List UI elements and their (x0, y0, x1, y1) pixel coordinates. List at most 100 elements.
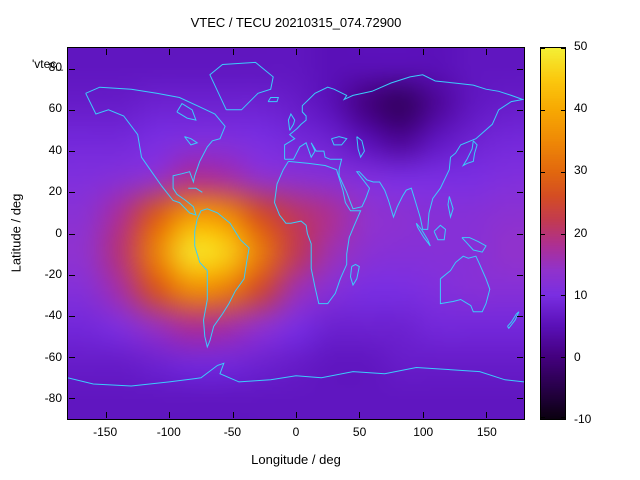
series-key-label: 'vtec_ (32, 57, 63, 71)
tick-mark (69, 398, 75, 400)
colorbar-tick-label: 10 (574, 287, 588, 302)
y-tick-label: 0 (55, 225, 62, 240)
tick-mark (422, 412, 424, 418)
coastline (184, 136, 199, 146)
tick-mark (561, 295, 565, 297)
tick-mark (517, 315, 523, 317)
coastline (267, 97, 279, 103)
tick-mark (517, 68, 523, 70)
coastline (194, 208, 250, 349)
coastline (461, 237, 487, 253)
tick-mark (517, 274, 523, 276)
tick-mark (296, 49, 297, 55)
x-tick-label: 0 (292, 425, 300, 439)
y-tick-label: 80 (48, 59, 62, 74)
plot-area (67, 47, 525, 420)
chart-title: VTEC / TECU 20210315_074.72900 (190, 15, 402, 30)
tick-mark (69, 233, 75, 235)
colorbar-tick-label: 50 (574, 39, 588, 53)
coastline (287, 112, 296, 131)
tick-mark (69, 151, 75, 153)
coastline (68, 362, 524, 387)
x-tick-label: -50 (223, 425, 242, 439)
tick-mark (422, 49, 424, 55)
coastline (273, 160, 362, 305)
tick-mark (561, 357, 565, 359)
coastline (447, 196, 454, 219)
coastline (356, 136, 365, 159)
coastline (176, 102, 197, 121)
y-tick-label: -60 (44, 349, 62, 364)
coastline (461, 140, 478, 167)
tick-mark (517, 109, 523, 111)
x-tick-label: 100 (413, 425, 434, 439)
tick-mark (232, 412, 234, 418)
tick-mark (541, 109, 545, 111)
tick-mark (69, 192, 75, 194)
coastline (433, 224, 447, 241)
tick-mark (517, 398, 523, 400)
tick-mark (106, 49, 107, 55)
tick-mark (561, 171, 565, 173)
tick-mark (69, 315, 75, 317)
x-tick-label: -100 (156, 425, 181, 439)
coastline (507, 311, 520, 330)
tick-mark (296, 412, 297, 418)
coastline (331, 136, 348, 146)
heatmap-canvas (68, 48, 524, 419)
colorbar-tick-label: 40 (574, 101, 588, 116)
tick-mark (169, 412, 171, 418)
tick-mark (541, 48, 545, 49)
x-tick-label: 150 (476, 425, 497, 439)
tick-mark (541, 171, 545, 173)
tick-mark (517, 151, 523, 153)
tick-mark (541, 357, 545, 359)
coastline (349, 263, 360, 287)
tick-mark (541, 295, 545, 297)
coastline (284, 74, 524, 230)
y-tick-label: 20 (48, 184, 62, 199)
coastline (439, 255, 491, 313)
tick-mark (486, 412, 487, 418)
tick-mark (69, 274, 75, 276)
colorbar-tick-label: 0 (574, 349, 581, 364)
coastline (85, 86, 226, 216)
colorbar-tick-marks (541, 48, 565, 419)
tick-mark (561, 48, 565, 49)
y-tick-label: -20 (44, 266, 62, 281)
tick-marks-layer (68, 48, 524, 419)
x-axis-label: Longitude / deg (251, 452, 341, 467)
tick-mark (517, 357, 523, 359)
x-tick-label: -150 (93, 425, 118, 439)
coastline (188, 187, 203, 193)
tick-mark (69, 357, 75, 359)
y-tick-label: 40 (48, 142, 62, 157)
tick-mark (561, 109, 565, 111)
y-tick-label: 60 (48, 101, 62, 116)
tick-mark (517, 192, 523, 194)
colorbar-tick-label: 20 (574, 225, 588, 240)
tick-mark (541, 233, 545, 235)
tick-mark (359, 49, 361, 55)
tick-mark (359, 412, 361, 418)
tick-mark (561, 233, 565, 235)
y-tick-label: -80 (44, 391, 62, 406)
coastline (415, 222, 431, 247)
coastlines-overlay (68, 61, 524, 387)
x-tick-label: 50 (352, 425, 367, 439)
tick-mark (69, 109, 75, 111)
tick-mark (232, 49, 234, 55)
y-tick-label: -40 (44, 308, 62, 323)
colorbar-tick-label: 30 (574, 163, 588, 178)
tick-mark (169, 49, 171, 55)
colorbar (540, 47, 566, 420)
tick-mark (517, 233, 523, 235)
tick-mark (486, 49, 487, 55)
tick-mark (106, 412, 107, 418)
coastline (209, 61, 274, 111)
tick-mark (561, 417, 565, 418)
y-axis-label: Latitude / deg (8, 193, 24, 273)
colorbar-tick-label: -10 (574, 412, 592, 426)
tick-mark (541, 417, 545, 418)
